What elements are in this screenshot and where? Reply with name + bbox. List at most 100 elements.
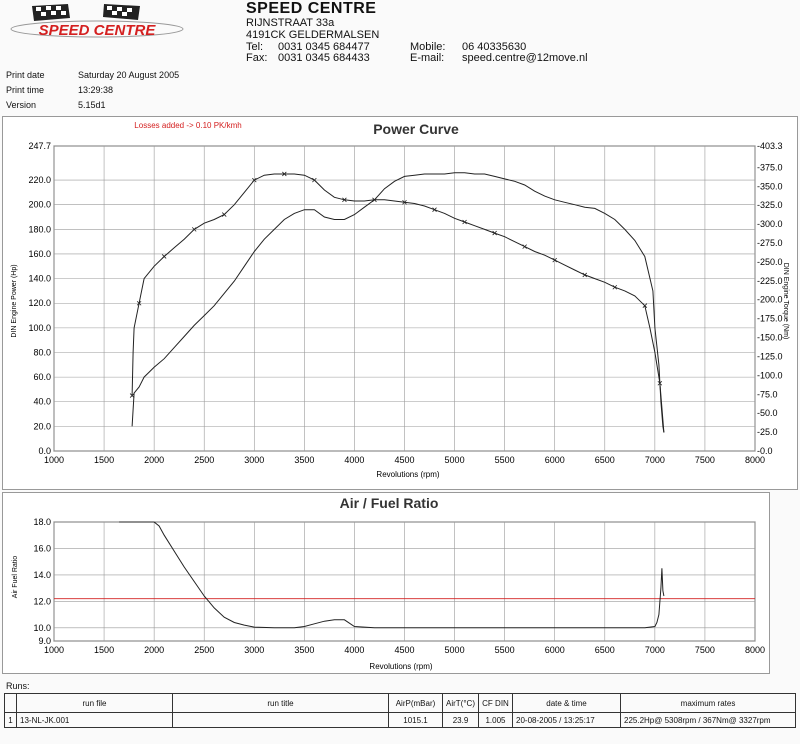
power-series-marker xyxy=(129,393,135,398)
fax-value: 0031 0345 684433 xyxy=(278,52,370,64)
afr-y-tick-label: 10.0 xyxy=(33,623,51,633)
afr-x-tick-label: 4000 xyxy=(344,645,364,655)
power-series-marker xyxy=(191,227,197,232)
power-series-line-0 xyxy=(131,172,665,433)
email-value: speed.centre@12move.nl xyxy=(462,52,588,64)
runs-header-cell: run file xyxy=(16,693,173,713)
afr-x-tick-label: 6500 xyxy=(595,645,615,655)
runs-header-cell: AirP(mBar) xyxy=(388,693,443,713)
runs-header-cell: maximum rates xyxy=(620,693,796,713)
power-series-marker xyxy=(282,171,287,177)
print-time-value: 13:29:38 xyxy=(78,85,114,95)
company-name: SPEED CENTRE xyxy=(246,0,377,17)
runs-header-row: run file run title AirP(mBar) AirT(°C) C… xyxy=(4,693,796,713)
afr-x-tick-label: 7000 xyxy=(645,645,665,655)
power-y2-tick-label: -325.0 xyxy=(757,200,783,210)
afr-y-tick-label: 14.0 xyxy=(33,570,51,580)
power-x-tick-label: 5500 xyxy=(495,455,515,465)
afr-y-tick-label: 9.0 xyxy=(38,636,51,646)
checkered-flag-icon xyxy=(32,4,140,21)
afr-x-tick-label: 5000 xyxy=(445,645,465,655)
max-rates-cell: 225.2Hp@ 5308rpm / 367Nm@ 3327rpm xyxy=(620,712,796,728)
power-y-tick-label: 160.0 xyxy=(28,249,51,259)
runs-table: run file run title AirP(mBar) AirT(°C) C… xyxy=(4,693,796,728)
power-series-marker xyxy=(642,303,648,308)
power-y-tick-label: 200.0 xyxy=(28,200,51,210)
afr-series-line-0 xyxy=(119,521,665,629)
power-series-marker xyxy=(432,207,437,212)
air-temp-cell: 23.9 xyxy=(442,712,479,728)
power-y2-tick-label: -300.0 xyxy=(757,219,783,229)
power-y2-tick-label: -403.3 xyxy=(757,141,783,151)
power-series-marker xyxy=(136,300,142,306)
power-y2-tick-label: -0.0 xyxy=(757,446,773,456)
tel-value: 0031 0345 684477 xyxy=(278,41,370,53)
power-y-tick-label: 0.0 xyxy=(38,446,51,456)
afr-y-tick-label: 16.0 xyxy=(33,543,51,553)
power-y2-tick-label: -150.0 xyxy=(757,333,783,343)
power-series-marker xyxy=(252,177,257,183)
power-y-tick-label: 20.0 xyxy=(33,421,51,431)
power-y-tick-label: 140.0 xyxy=(28,274,51,284)
power-series-marker xyxy=(402,199,407,205)
mobile-value: 06 40335630 xyxy=(462,41,527,53)
power-x-tick-label: 7500 xyxy=(695,455,715,465)
afr-x-tick-label: 1500 xyxy=(94,645,114,655)
run-title-cell xyxy=(172,712,389,728)
air-pressure-cell: 1015.1 xyxy=(388,712,443,728)
power-y-tick-label: 120.0 xyxy=(28,298,51,308)
power-x-tick-label: 2000 xyxy=(144,455,164,465)
afr-x-tick-label: 6000 xyxy=(545,645,565,655)
power-x-tick-label: 6000 xyxy=(545,455,565,465)
power-x-tick-label: 2500 xyxy=(194,455,214,465)
power-series-marker xyxy=(221,212,227,217)
power-series-line-1 xyxy=(131,173,665,433)
power-y2-tick-label: -225.0 xyxy=(757,276,783,286)
afr-x-tick-label: 8000 xyxy=(745,645,765,655)
torque-y-axis-label: DIN Engine Torque (Nm) xyxy=(782,263,789,340)
afr-x-axis-label: Revolutions (rpm) xyxy=(369,662,432,671)
power-x-tick-label: 5000 xyxy=(445,455,465,465)
power-x-tick-label: 4500 xyxy=(394,455,414,465)
power-series-marker xyxy=(492,230,497,236)
power-y2-tick-label: -125.0 xyxy=(757,351,783,361)
power-series-marker xyxy=(372,197,377,203)
power-x-axis-label: Revolutions (rpm) xyxy=(376,470,439,479)
afr-chart-title: Air / Fuel Ratio xyxy=(340,495,439,511)
power-series-marker xyxy=(612,284,618,290)
power-chart-title: Power Curve xyxy=(373,121,459,137)
runs-header-cell: CF DIN xyxy=(478,693,513,713)
power-curve-panel: Power Curve Losses added -> 0.10 PK/kmh … xyxy=(2,116,798,490)
power-series-marker xyxy=(552,257,557,263)
cf-din-cell: 1.005 xyxy=(478,712,513,728)
power-x-tick-label: 3500 xyxy=(294,455,314,465)
power-y2-tick-label: -250.0 xyxy=(757,257,783,267)
print-time-label: Print time xyxy=(6,85,45,95)
runs-header-cell: run title xyxy=(172,693,389,713)
runs-header-cell: date & time xyxy=(512,693,621,713)
power-y2-tick-label: -100.0 xyxy=(757,370,783,380)
power-series-marker xyxy=(522,244,527,249)
mobile-label: Mobile: xyxy=(410,41,446,53)
afr-panel: Air / Fuel Ratio Revolutions (rpm) Air F… xyxy=(2,492,770,674)
power-y2-tick-label: -350.0 xyxy=(757,181,783,191)
runs-label: Runs: xyxy=(6,681,30,691)
afr-x-tick-label: 2500 xyxy=(194,645,214,655)
power-y-tick-label: 100.0 xyxy=(28,323,51,333)
runs-header-cell xyxy=(4,693,17,713)
speed-centre-logo: SPEED CENTRE xyxy=(10,4,184,38)
afr-x-tick-label: 5500 xyxy=(495,645,515,655)
power-y-tick-label: 60.0 xyxy=(33,372,51,382)
losses-annotation: Losses added -> 0.10 PK/kmh xyxy=(134,121,241,130)
afr-x-tick-label: 4500 xyxy=(394,645,414,655)
power-curve-chart: Power Curve Losses added -> 0.10 PK/kmh … xyxy=(11,121,789,479)
afr-x-tick-label: 2000 xyxy=(144,645,164,655)
run-file-cell: 13-NL-JK.001 xyxy=(16,712,173,728)
power-x-tick-label: 4000 xyxy=(344,455,364,465)
power-series-marker xyxy=(161,254,167,259)
run-number-cell: 1 xyxy=(4,712,17,728)
print-date-label: Print date xyxy=(6,70,45,80)
afr-x-tick-label: 3000 xyxy=(244,645,264,655)
power-x-tick-label: 7000 xyxy=(645,455,665,465)
version-label: Version xyxy=(6,100,37,110)
